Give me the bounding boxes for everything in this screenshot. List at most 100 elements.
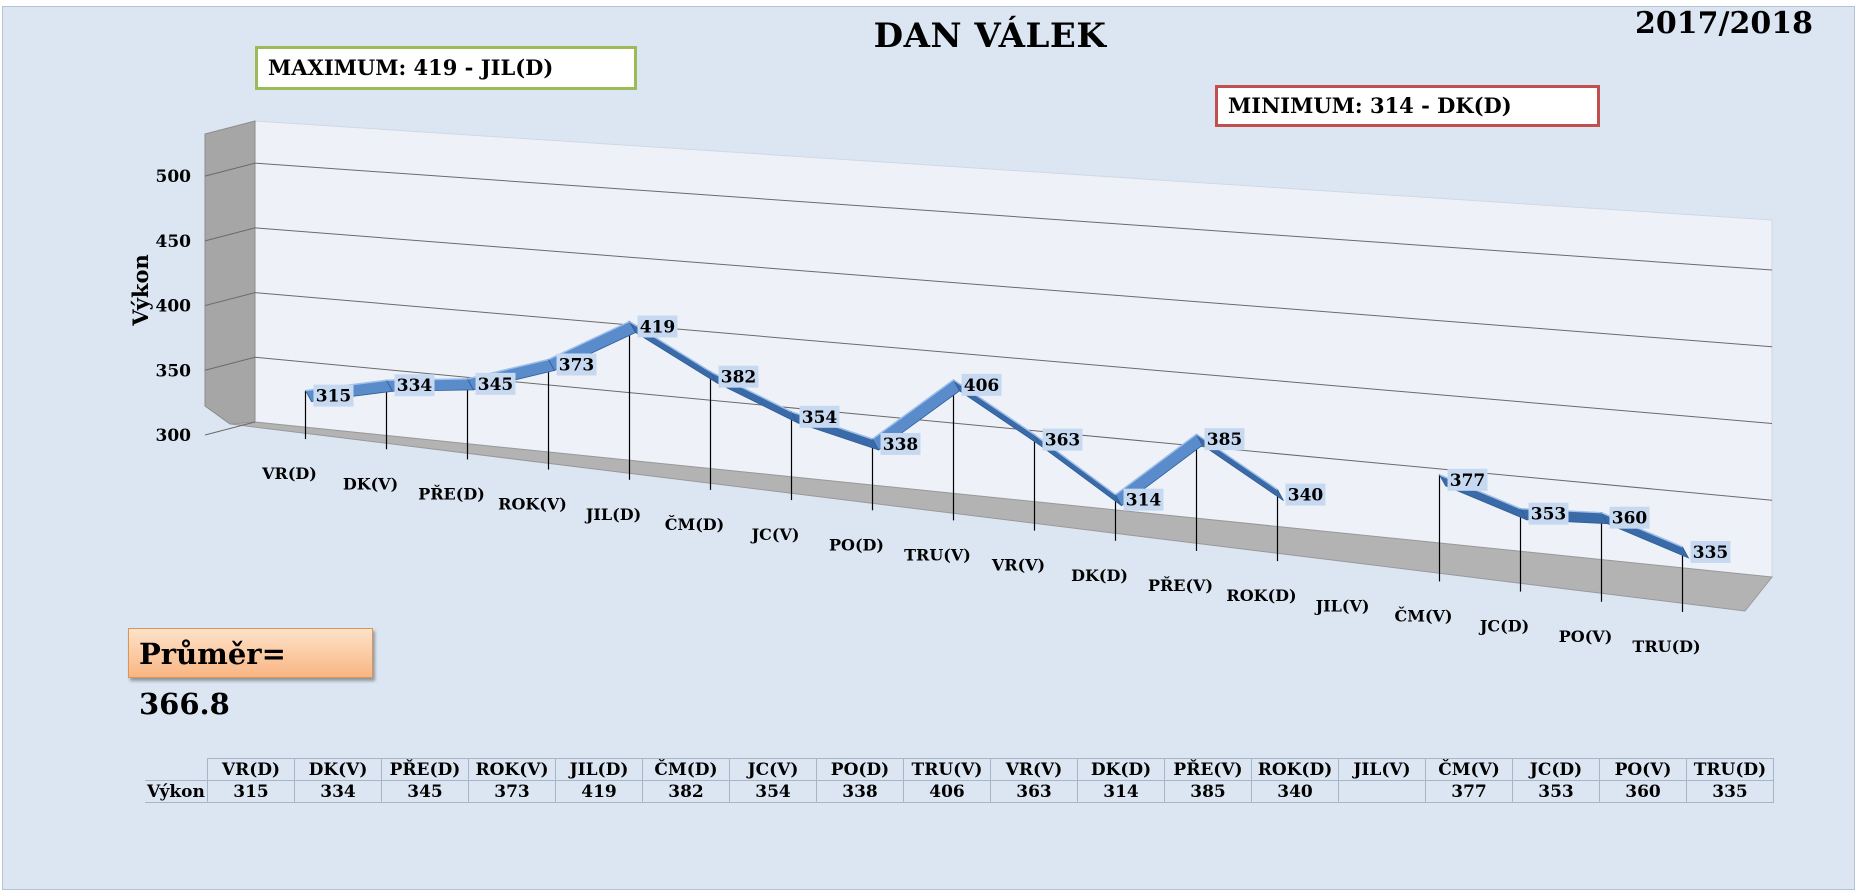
x-tick-label: JC(V)	[750, 525, 800, 544]
ribbon-edge	[872, 379, 954, 440]
data-label-text: 382	[721, 368, 757, 388]
x-tick-label: ČM(D)	[665, 514, 724, 534]
data-label-bg	[718, 365, 759, 388]
table-cell: 335	[1686, 780, 1774, 803]
data-label-bg	[556, 353, 597, 376]
gridline	[254, 162, 1773, 271]
table-cell: 363	[990, 780, 1078, 803]
data-label-text: 338	[883, 435, 919, 455]
x-tick-label: ROK(V)	[498, 495, 567, 514]
y-axis-ticks: 300 350 400 450 500	[156, 167, 192, 446]
data-table: VR(D) DK(V) PŘE(D) ROK(V) JIL(D) ČM(D) JC(V) PO…	[145, 758, 1774, 803]
data-label-bg	[1123, 488, 1164, 511]
table-header-row: VR(D) DK(V) PŘE(D) ROK(V) JIL(D) ČM(D) JC(V) PO…	[145, 758, 1774, 781]
gridline	[254, 227, 1773, 348]
data-label-text: 315	[316, 387, 352, 407]
ribbon-edge	[1115, 433, 1197, 496]
data-label: 335	[1690, 540, 1731, 563]
x-tick-label: PŘE(V)	[1148, 575, 1213, 595]
data-label-text: 314	[1126, 491, 1162, 511]
table-cell: 373	[468, 780, 556, 803]
maximum-box: MAXIMUM: 419 - JIL(D)	[255, 46, 637, 90]
data-label-text: 335	[1693, 543, 1729, 563]
table-header-cell: PŘE(D)	[381, 758, 469, 781]
table-cell: 360	[1599, 780, 1687, 803]
side-wall	[204, 120, 256, 425]
data-label-bg	[475, 372, 516, 395]
table-corner	[145, 758, 208, 781]
data-label-bg	[1447, 468, 1488, 491]
data-label-text: 345	[478, 375, 514, 395]
data-label-bg	[1285, 483, 1326, 506]
gridline-side	[204, 356, 256, 371]
data-label-text: 377	[1450, 471, 1486, 491]
y-axis-title: Výkon	[128, 254, 153, 326]
chart-walls	[204, 120, 1773, 612]
x-tick-label: ČM(V)	[1395, 605, 1453, 625]
table-cell: 353	[1512, 780, 1600, 803]
y-tick-label: 500	[156, 167, 192, 187]
table-row-label: Výkon	[145, 780, 208, 803]
gridline	[254, 292, 1773, 424]
floor	[229, 421, 1773, 612]
table-cell: 338	[816, 780, 904, 803]
table-header-cell: TRU(V)	[903, 758, 991, 781]
gridline-side	[204, 292, 256, 307]
table-header-cell: JIL(V)	[1338, 758, 1426, 781]
data-label-bg	[1042, 428, 1083, 451]
x-tick-label: PO(V)	[1559, 627, 1613, 646]
data-label: 315	[313, 384, 354, 407]
table-header-cell: ČM(V)	[1425, 758, 1513, 781]
data-label-text: 353	[1531, 505, 1567, 525]
minimum-box: MINIMUM: 314 - DK(D)	[1215, 85, 1600, 127]
data-label-bg	[799, 405, 840, 428]
data-label-text: 334	[397, 376, 433, 396]
table-header-cell: VR(V)	[990, 758, 1078, 781]
data-label: 353	[1528, 502, 1569, 525]
x-tick-label: JIL(D)	[584, 505, 641, 524]
table-cell: 382	[642, 780, 730, 803]
table-cell: 345	[381, 780, 469, 803]
y-tick-label: 400	[156, 297, 192, 317]
table-header-cell: JC(V)	[729, 758, 817, 781]
x-tick-label: TRU(D)	[1632, 637, 1700, 656]
x-tick-label: ROK(D)	[1226, 586, 1296, 605]
data-label: 314	[1123, 488, 1164, 511]
gridline-side	[204, 227, 256, 242]
x-tick-label: DK(D)	[1071, 566, 1128, 585]
data-label: 377	[1447, 468, 1488, 491]
table-header-cell: PO(V)	[1599, 758, 1687, 781]
data-label: 338	[880, 432, 921, 455]
average-box: Průměr= 366.8	[128, 628, 373, 721]
data-label-text: 406	[964, 376, 1000, 396]
data-label-bg	[961, 373, 1002, 396]
table-cell: 419	[555, 780, 643, 803]
data-label: 360	[1609, 506, 1650, 529]
table-header-cell: PO(D)	[816, 758, 904, 781]
table-cell: 385	[1164, 780, 1252, 803]
x-tick-label: VR(D)	[261, 464, 317, 483]
x-tick-label: PO(D)	[829, 535, 884, 554]
table-cell: 334	[294, 780, 382, 803]
data-label-text: 360	[1612, 509, 1648, 529]
table-header-cell: TRU(D)	[1686, 758, 1774, 781]
data-label-text: 340	[1288, 486, 1324, 506]
x-tick-label: JIL(V)	[1314, 596, 1370, 615]
table-cell: 377	[1425, 780, 1513, 803]
table-row: Výkon 315 334 345 373 419 382 354 338 406 363 314 3…	[145, 780, 1774, 803]
x-tick-label: DK(V)	[343, 474, 398, 493]
y-tick-label: 300	[156, 426, 192, 446]
table-header-cell: ROK(V)	[468, 758, 556, 781]
table-cell: 354	[729, 780, 817, 803]
table-header-cell: DK(V)	[294, 758, 382, 781]
data-label-bg	[637, 315, 678, 338]
drop-lines	[304, 321, 1684, 612]
table-header-cell: JC(D)	[1512, 758, 1600, 781]
table-header-cell: DK(D)	[1077, 758, 1165, 781]
chart-title: DAN VÁLEK	[873, 16, 1107, 56]
ribbon-edge	[548, 320, 630, 361]
table-header-cell: VR(D)	[207, 758, 295, 781]
data-label-bg	[394, 374, 435, 397]
x-tick-label: VR(V)	[991, 556, 1045, 575]
